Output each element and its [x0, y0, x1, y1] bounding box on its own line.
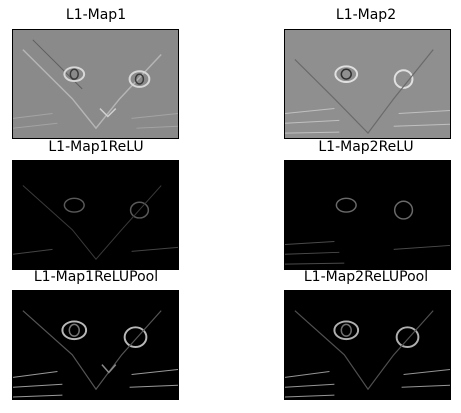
- feature-map-image: [285, 30, 450, 138]
- feature-map-l1-map2relu: [284, 160, 451, 270]
- panel-title-l1-map2relu: L1-Map2ReLU: [318, 139, 414, 155]
- panel-title-l1-map1: L1-Map1: [65, 7, 127, 23]
- feature-map-l1-map1relu: [12, 160, 179, 270]
- feature-map-l1-map2: [284, 29, 451, 139]
- panel-title-l1-map2: L1-Map2: [335, 7, 397, 23]
- panel-title-l1-map2relupool: L1-Map2ReLUPool: [303, 269, 429, 285]
- panel-title-l1-map1relu: L1-Map1ReLU: [48, 139, 144, 155]
- feature-map-image: [285, 291, 450, 399]
- feature-map-l1-map1relupool: [12, 290, 179, 400]
- feature-map-image: [13, 30, 178, 138]
- feature-map-image: [13, 291, 178, 399]
- feature-map-l1-map2relupool: [284, 290, 451, 400]
- feature-map-l1-map1: [12, 29, 179, 139]
- feature-map-image: [13, 161, 178, 269]
- feature-map-image: [285, 161, 450, 269]
- panel-title-l1-map1relupool: L1-Map1ReLUPool: [33, 269, 159, 285]
